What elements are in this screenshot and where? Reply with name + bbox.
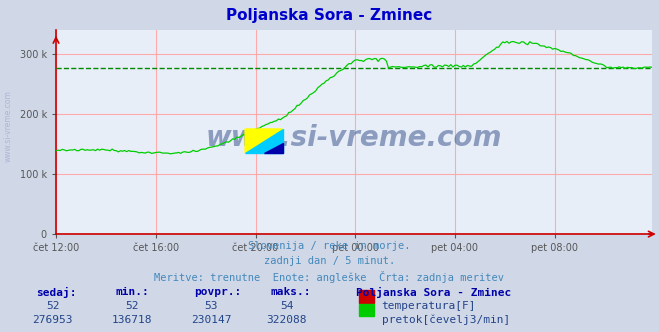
Text: 52: 52 — [46, 301, 59, 311]
Text: Slovenija / reke in morje.: Slovenija / reke in morje. — [248, 241, 411, 251]
Text: temperatura[F]: temperatura[F] — [382, 301, 476, 311]
Text: maks.:: maks.: — [270, 287, 310, 297]
Polygon shape — [245, 129, 283, 153]
Text: Poljanska Sora - Zminec: Poljanska Sora - Zminec — [227, 8, 432, 23]
Text: 230147: 230147 — [190, 315, 231, 325]
Text: Meritve: trenutne  Enote: angleške  Črta: zadnja meritev: Meritve: trenutne Enote: angleške Črta: … — [154, 271, 505, 283]
Text: 52: 52 — [125, 301, 138, 311]
Text: www.si-vreme.com: www.si-vreme.com — [3, 90, 13, 162]
Text: pretok[čevelj3/min]: pretok[čevelj3/min] — [382, 315, 510, 325]
Text: sedaj:: sedaj: — [36, 287, 76, 298]
Text: 54: 54 — [280, 301, 293, 311]
Text: zadnji dan / 5 minut.: zadnji dan / 5 minut. — [264, 256, 395, 266]
Text: 136718: 136718 — [111, 315, 152, 325]
Polygon shape — [264, 143, 283, 153]
Text: Poljanska Sora - Zminec: Poljanska Sora - Zminec — [356, 287, 511, 298]
Polygon shape — [245, 129, 283, 153]
Text: min.:: min.: — [115, 287, 149, 297]
Text: 322088: 322088 — [266, 315, 307, 325]
Text: 276953: 276953 — [32, 315, 73, 325]
Text: www.si-vreme.com: www.si-vreme.com — [206, 124, 502, 152]
Text: 53: 53 — [204, 301, 217, 311]
Text: povpr.:: povpr.: — [194, 287, 242, 297]
